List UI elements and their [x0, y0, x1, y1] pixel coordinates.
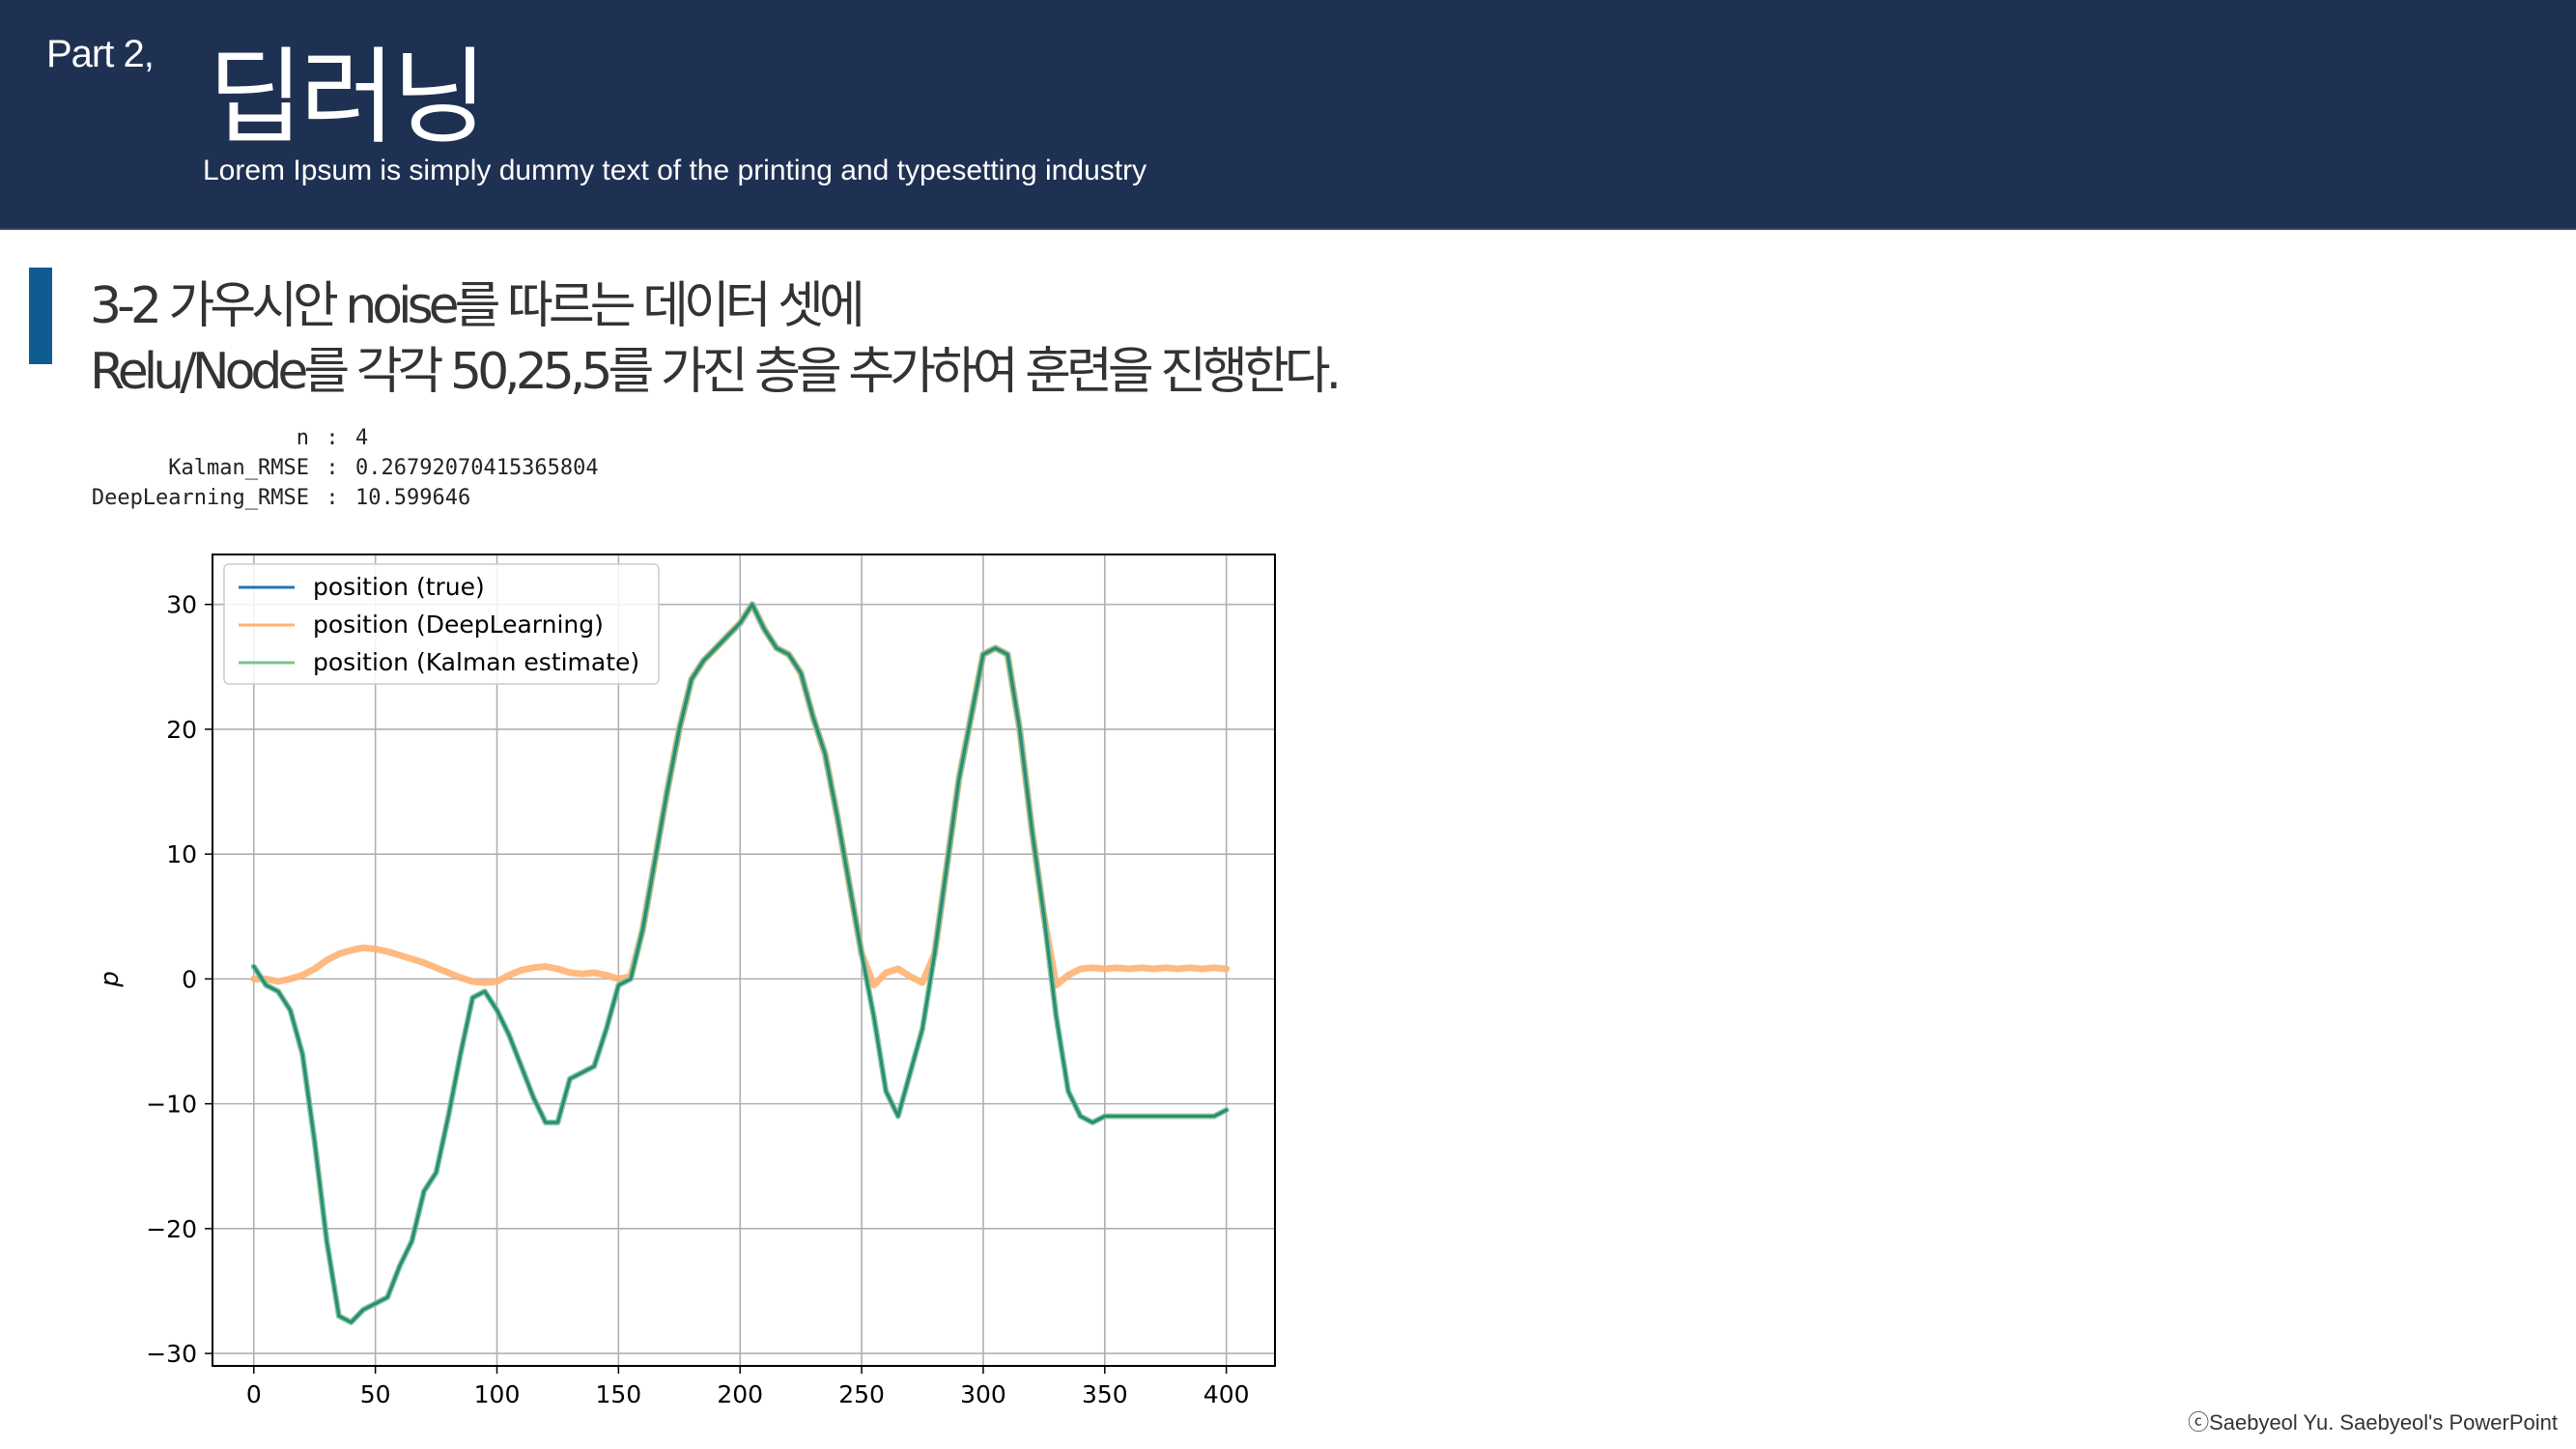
- heading-line-2: Relu/Node를 각각 50,25,5를 가진 층을 추가하여 훈련을 진행…: [90, 343, 1342, 401]
- console-output: n:4 Kalman_RMSE:0.26792070415365804 Deep…: [58, 423, 599, 513]
- x-tick-label: 250: [838, 1380, 885, 1408]
- heading-line-1: 3-2 가우시안 noise를 따르는 데이터 셋에: [90, 277, 865, 335]
- console-label: Kalman_RMSE: [168, 456, 309, 480]
- x-tick-label: 200: [717, 1380, 763, 1408]
- legend-label: position (DeepLearning): [313, 611, 604, 639]
- header-banner: Part 2, 딥러닝 Lorem Ipsum is simply dummy …: [0, 0, 2576, 230]
- x-tick-label: 400: [1203, 1380, 1250, 1408]
- x-tick-label: 100: [474, 1380, 521, 1408]
- part-label: Part 2,: [46, 33, 155, 75]
- footer-copyright: ⓒSaebyeol Yu. Saebyeol's PowerPoint: [2188, 1410, 2558, 1435]
- x-tick-label: 300: [960, 1380, 1006, 1408]
- x-axis: 0 50 100 150 200 250 300 350 400: [246, 1366, 1250, 1408]
- y-tick-label: −10: [146, 1091, 197, 1119]
- x-tick-label: 0: [246, 1380, 262, 1408]
- chart-legend: position (true) position (DeepLearning) po…: [223, 563, 660, 685]
- y-tick-label: −30: [146, 1340, 197, 1368]
- plot-frame: [212, 554, 1276, 1367]
- y-tick-label: 10: [166, 840, 197, 868]
- console-value: 10.599646: [355, 486, 471, 510]
- y-axis: 30 20 10 0 −10 −20 −30: [146, 591, 212, 1368]
- console-separator: :: [326, 456, 339, 480]
- legend-label: position (Kalman estimate): [313, 648, 639, 676]
- legend-box: [223, 563, 660, 685]
- console-row: DeepLearning_RMSE:10.599646: [58, 483, 599, 513]
- chart-series-group: [250, 601, 1231, 1325]
- series-line-kalman-core: [252, 603, 1228, 1324]
- console-row: n:4: [58, 423, 599, 453]
- y-tick-label: 0: [182, 965, 197, 993]
- legend-label: position (true): [313, 573, 485, 601]
- x-tick-label: 150: [596, 1380, 642, 1408]
- console-row: Kalman_RMSE:0.26792070415365804: [58, 453, 599, 483]
- y-tick-label: −20: [146, 1215, 197, 1243]
- y-axis-label: p: [96, 971, 125, 988]
- page-title: 딥러닝: [208, 38, 488, 158]
- console-label: DeepLearning_RMSE: [91, 486, 309, 510]
- console-separator: :: [326, 486, 339, 510]
- position-chart: 0 50 100 150 200 250 300 350 400 3020100−10−20−3…: [96, 554, 1276, 1408]
- accent-bar: [29, 268, 52, 364]
- section-heading: 3-2 가우시안 noise를 따르는 데이터 셋에 Relu/Node를 각각…: [90, 273, 1539, 405]
- console-value: 0.26792070415365804: [355, 456, 599, 480]
- y-tick-label: 20: [166, 716, 197, 744]
- page-subtitle: Lorem Ipsum is simply dummy text of the …: [203, 155, 1147, 186]
- chart-container: 0 50 100 150 200 250 300 350 400 30 20 10 0 −10 −20 −3…: [87, 536, 1343, 1438]
- y-tick-label: 30: [166, 591, 197, 619]
- console-separator: :: [326, 426, 339, 450]
- x-tick-label: 50: [360, 1380, 391, 1408]
- console-value: 4: [355, 426, 369, 450]
- console-label: n: [296, 426, 309, 450]
- x-tick-label: 350: [1082, 1380, 1128, 1408]
